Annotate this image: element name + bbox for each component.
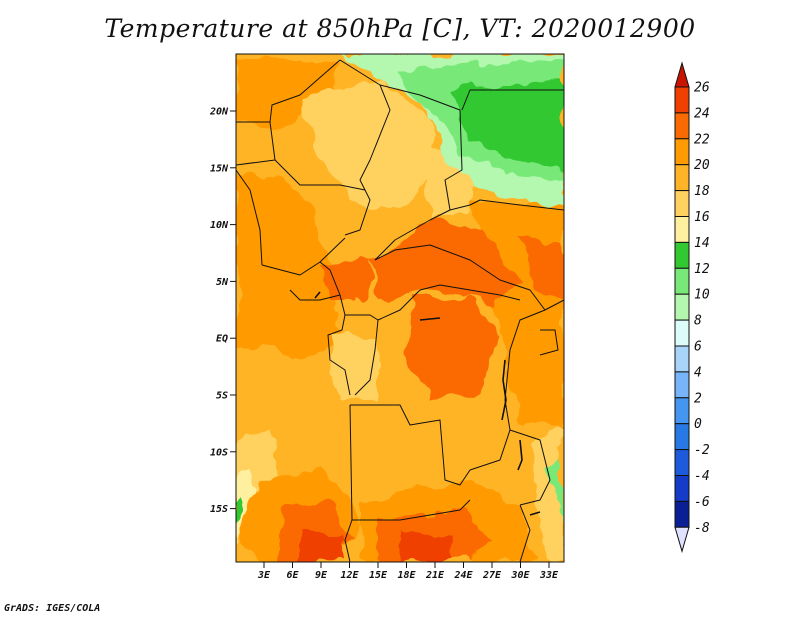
colorbar-segment — [674, 475, 690, 502]
lat-tick-label: 5N — [216, 277, 229, 288]
longitude-axis: 3E 6E 9E 12E 15E 18E 21E 24E 27E 30E 33E — [257, 562, 559, 581]
lat-tick-label: 15N — [210, 163, 229, 174]
colorbar-label: 4 — [694, 365, 702, 380]
map-title: Temperature at 850hPa [C], VT: 202001290… — [104, 14, 696, 43]
colorbar-label: 12 — [694, 262, 710, 277]
country-borders — [236, 59, 564, 562]
lat-tick-label: 5S — [216, 391, 228, 402]
colorbar-segment — [674, 190, 690, 218]
lat-tick-label: 20N — [209, 107, 229, 118]
temperature-field — [236, 54, 564, 562]
lat-tick-label: EQ — [216, 334, 228, 345]
colorbar-label: 8 — [694, 314, 702, 329]
credit-text: GrADS: IGES/COLA — [4, 603, 101, 614]
colorbar-segment — [674, 397, 690, 425]
lon-tick-label: 21E — [425, 570, 445, 581]
colorbar-label: -6 — [694, 495, 710, 510]
colorbar-segment — [674, 112, 690, 140]
colorbar-label: 0 — [694, 417, 702, 432]
lat-tick-label: 15S — [210, 504, 228, 515]
colorbar-label: 22 — [694, 132, 710, 147]
colorbar-label: -2 — [694, 443, 710, 458]
lat-tick-label: 10S — [210, 447, 228, 458]
lon-tick-label: 3E — [257, 570, 271, 581]
colorbar-segment — [674, 86, 690, 114]
colorbar-label: -4 — [694, 469, 710, 484]
colorbar-segment — [674, 449, 690, 477]
map-frame — [235, 53, 565, 563]
colorbar-segment — [674, 345, 690, 373]
colorbar-label: 16 — [694, 210, 710, 225]
lon-tick-label: 24E — [453, 570, 473, 581]
colorbar-label: 26 — [694, 81, 710, 96]
colorbar-top-arrow — [674, 61, 690, 88]
colorbar-segment — [674, 216, 690, 243]
colorbar-segment — [674, 293, 690, 321]
lon-tick-label: 6E — [286, 570, 299, 581]
colorbar-label: -8 — [694, 521, 710, 536]
latitude-axis: 20N 15N 10N 5N EQ 5S 10S 15S — [209, 107, 236, 515]
colorbar-label: 6 — [694, 340, 702, 355]
lat-tick-label: 10N — [210, 220, 229, 231]
colorbar-segment — [674, 267, 690, 295]
lon-tick-label: 33E — [539, 570, 559, 581]
colorbar-segment — [674, 319, 690, 347]
colorbar-label: 20 — [694, 158, 710, 173]
colorbar-label: 10 — [694, 288, 710, 303]
colorbar-segment — [674, 241, 690, 269]
lon-tick-label: 18E — [397, 570, 416, 581]
colorbar-segment — [674, 500, 690, 528]
colorbar-label: 2 — [694, 391, 702, 406]
lakes — [314, 291, 541, 516]
colorbar-label: 18 — [694, 184, 710, 199]
colorbar-segment — [674, 423, 690, 451]
colorbar-label: 14 — [694, 236, 710, 251]
lon-tick-label: 9E — [315, 570, 328, 581]
colorbar-label: 24 — [694, 106, 710, 121]
lon-tick-label: 12E — [340, 570, 359, 581]
colorbar-bottom-arrow — [674, 526, 690, 554]
lon-tick-label: 15E — [369, 570, 388, 581]
colorbar-segment — [674, 164, 690, 192]
lon-tick-label: 27E — [482, 570, 502, 581]
colorbar-segment — [674, 138, 690, 166]
lon-tick-label: 30E — [510, 570, 530, 581]
colorbar-segment — [674, 371, 690, 399]
